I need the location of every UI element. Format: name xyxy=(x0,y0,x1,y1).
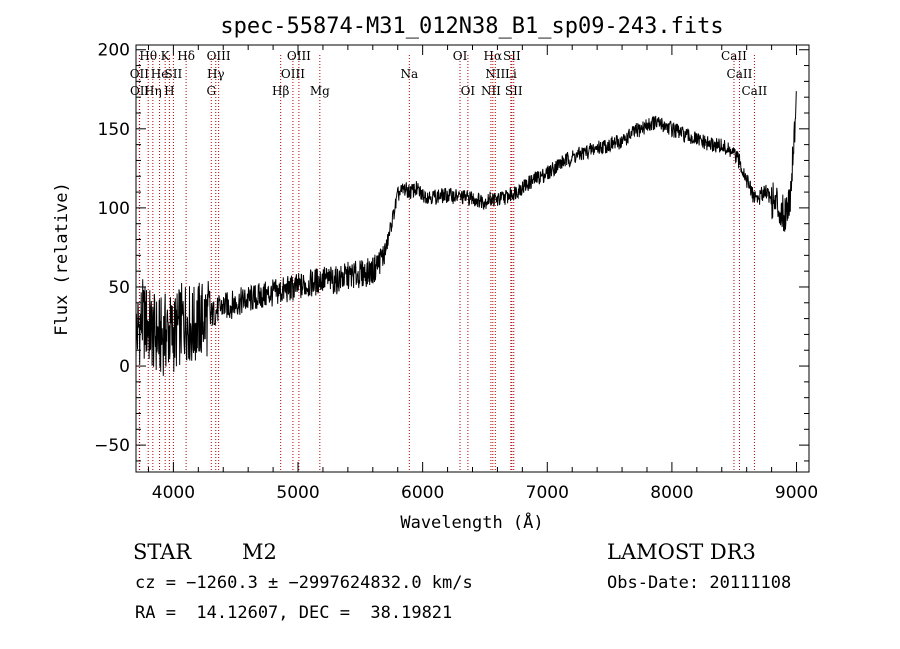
y-tick-label: 200 xyxy=(98,41,130,61)
plot-area xyxy=(135,91,797,376)
line-marker-label: He xyxy=(151,67,169,81)
line-marker-label: H xyxy=(164,84,174,98)
line-marker-label: Na xyxy=(400,67,418,81)
line-marker-label: Hβ xyxy=(272,84,289,98)
line-marker-label: OI xyxy=(453,49,468,63)
chart-title: spec-55874-M31_012N38_B1_sp09-243.fits xyxy=(220,14,723,39)
ra-dec: RA = 14.12607, DEC = 38.19821 xyxy=(135,603,453,623)
y-axis-label: Flux (relative) xyxy=(52,182,72,336)
line-marker-label: OII xyxy=(130,84,150,98)
line-marker-label: CaII xyxy=(741,84,767,98)
line-marker-label: OIII xyxy=(207,49,231,63)
y-tick-label: −50 xyxy=(94,436,130,456)
redshift-cz: cz = −1260.3 ± −2997624832.0 km/s xyxy=(135,573,473,593)
y-tick-label: 150 xyxy=(98,120,130,140)
survey-name: LAMOST DR3 xyxy=(607,540,756,564)
x-tick-label: 7000 xyxy=(526,483,569,503)
line-marker-label: SII xyxy=(503,49,521,63)
line-marker-label: Li xyxy=(505,67,517,81)
line-marker-label: Hα xyxy=(484,49,503,63)
line-marker-label: Hθ xyxy=(139,49,157,63)
spectrum-line xyxy=(135,91,797,376)
x-axis-label: Wavelength (Å) xyxy=(400,511,543,533)
object-class: STAR xyxy=(133,540,192,564)
line-marker-label: CaII xyxy=(727,67,753,81)
object-subclass: M2 xyxy=(242,540,277,564)
line-marker-label: OIII xyxy=(281,67,305,81)
line-marker-label: K xyxy=(161,49,171,63)
x-tick-label: 5000 xyxy=(276,483,319,503)
line-marker-label: Hδ xyxy=(177,49,195,63)
x-tick-label: 9000 xyxy=(775,483,818,503)
line-marker-label: G xyxy=(206,84,216,98)
x-tick-label: 4000 xyxy=(152,483,195,503)
line-marker-label: CaII xyxy=(721,49,747,63)
line-marker-label: NII xyxy=(485,67,505,81)
line-marker-label: SII xyxy=(505,84,523,98)
y-tick-label: 0 xyxy=(119,357,130,377)
obs-date: Obs-Date: 20111108 xyxy=(607,573,792,593)
y-tick-label: 100 xyxy=(98,199,130,219)
line-marker-label: OI xyxy=(461,84,476,98)
line-marker-label: OIII xyxy=(287,49,311,63)
line-marker-label: SII xyxy=(165,67,183,81)
x-tick-label: 8000 xyxy=(650,483,693,503)
line-marker-label: NII xyxy=(481,84,501,98)
y-tick-label: 50 xyxy=(108,278,130,298)
x-tick-label: 6000 xyxy=(401,483,444,503)
line-marker-label: Hγ xyxy=(207,67,225,81)
axes: 4000 5000 6000 7000 8000 9000 −50 0 50 100 150 200 xyxy=(94,41,818,503)
line-marker-label: Hη xyxy=(144,84,162,98)
line-marker-label: Mg xyxy=(310,84,330,98)
plot-frame xyxy=(135,44,810,473)
